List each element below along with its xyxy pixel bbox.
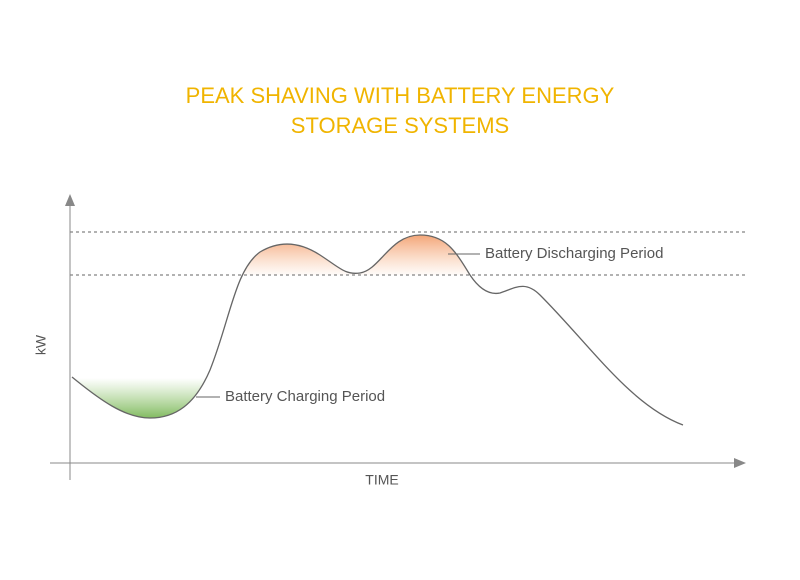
y-arrow [65, 194, 75, 206]
annotation: Battery Charging Period [225, 388, 385, 405]
x-axis-label: TIME [365, 472, 398, 488]
x-arrow [734, 458, 746, 468]
discharging-area [240, 235, 480, 275]
charging-area [72, 378, 222, 423]
load-curve [71, 234, 684, 426]
title-line: PEAK SHAVING WITH BATTERY ENERGY [186, 83, 615, 108]
title-line: STORAGE SYSTEMS [291, 113, 509, 138]
annotation: Battery Discharging Period [485, 245, 663, 262]
y-axis-label: kW [33, 334, 49, 355]
